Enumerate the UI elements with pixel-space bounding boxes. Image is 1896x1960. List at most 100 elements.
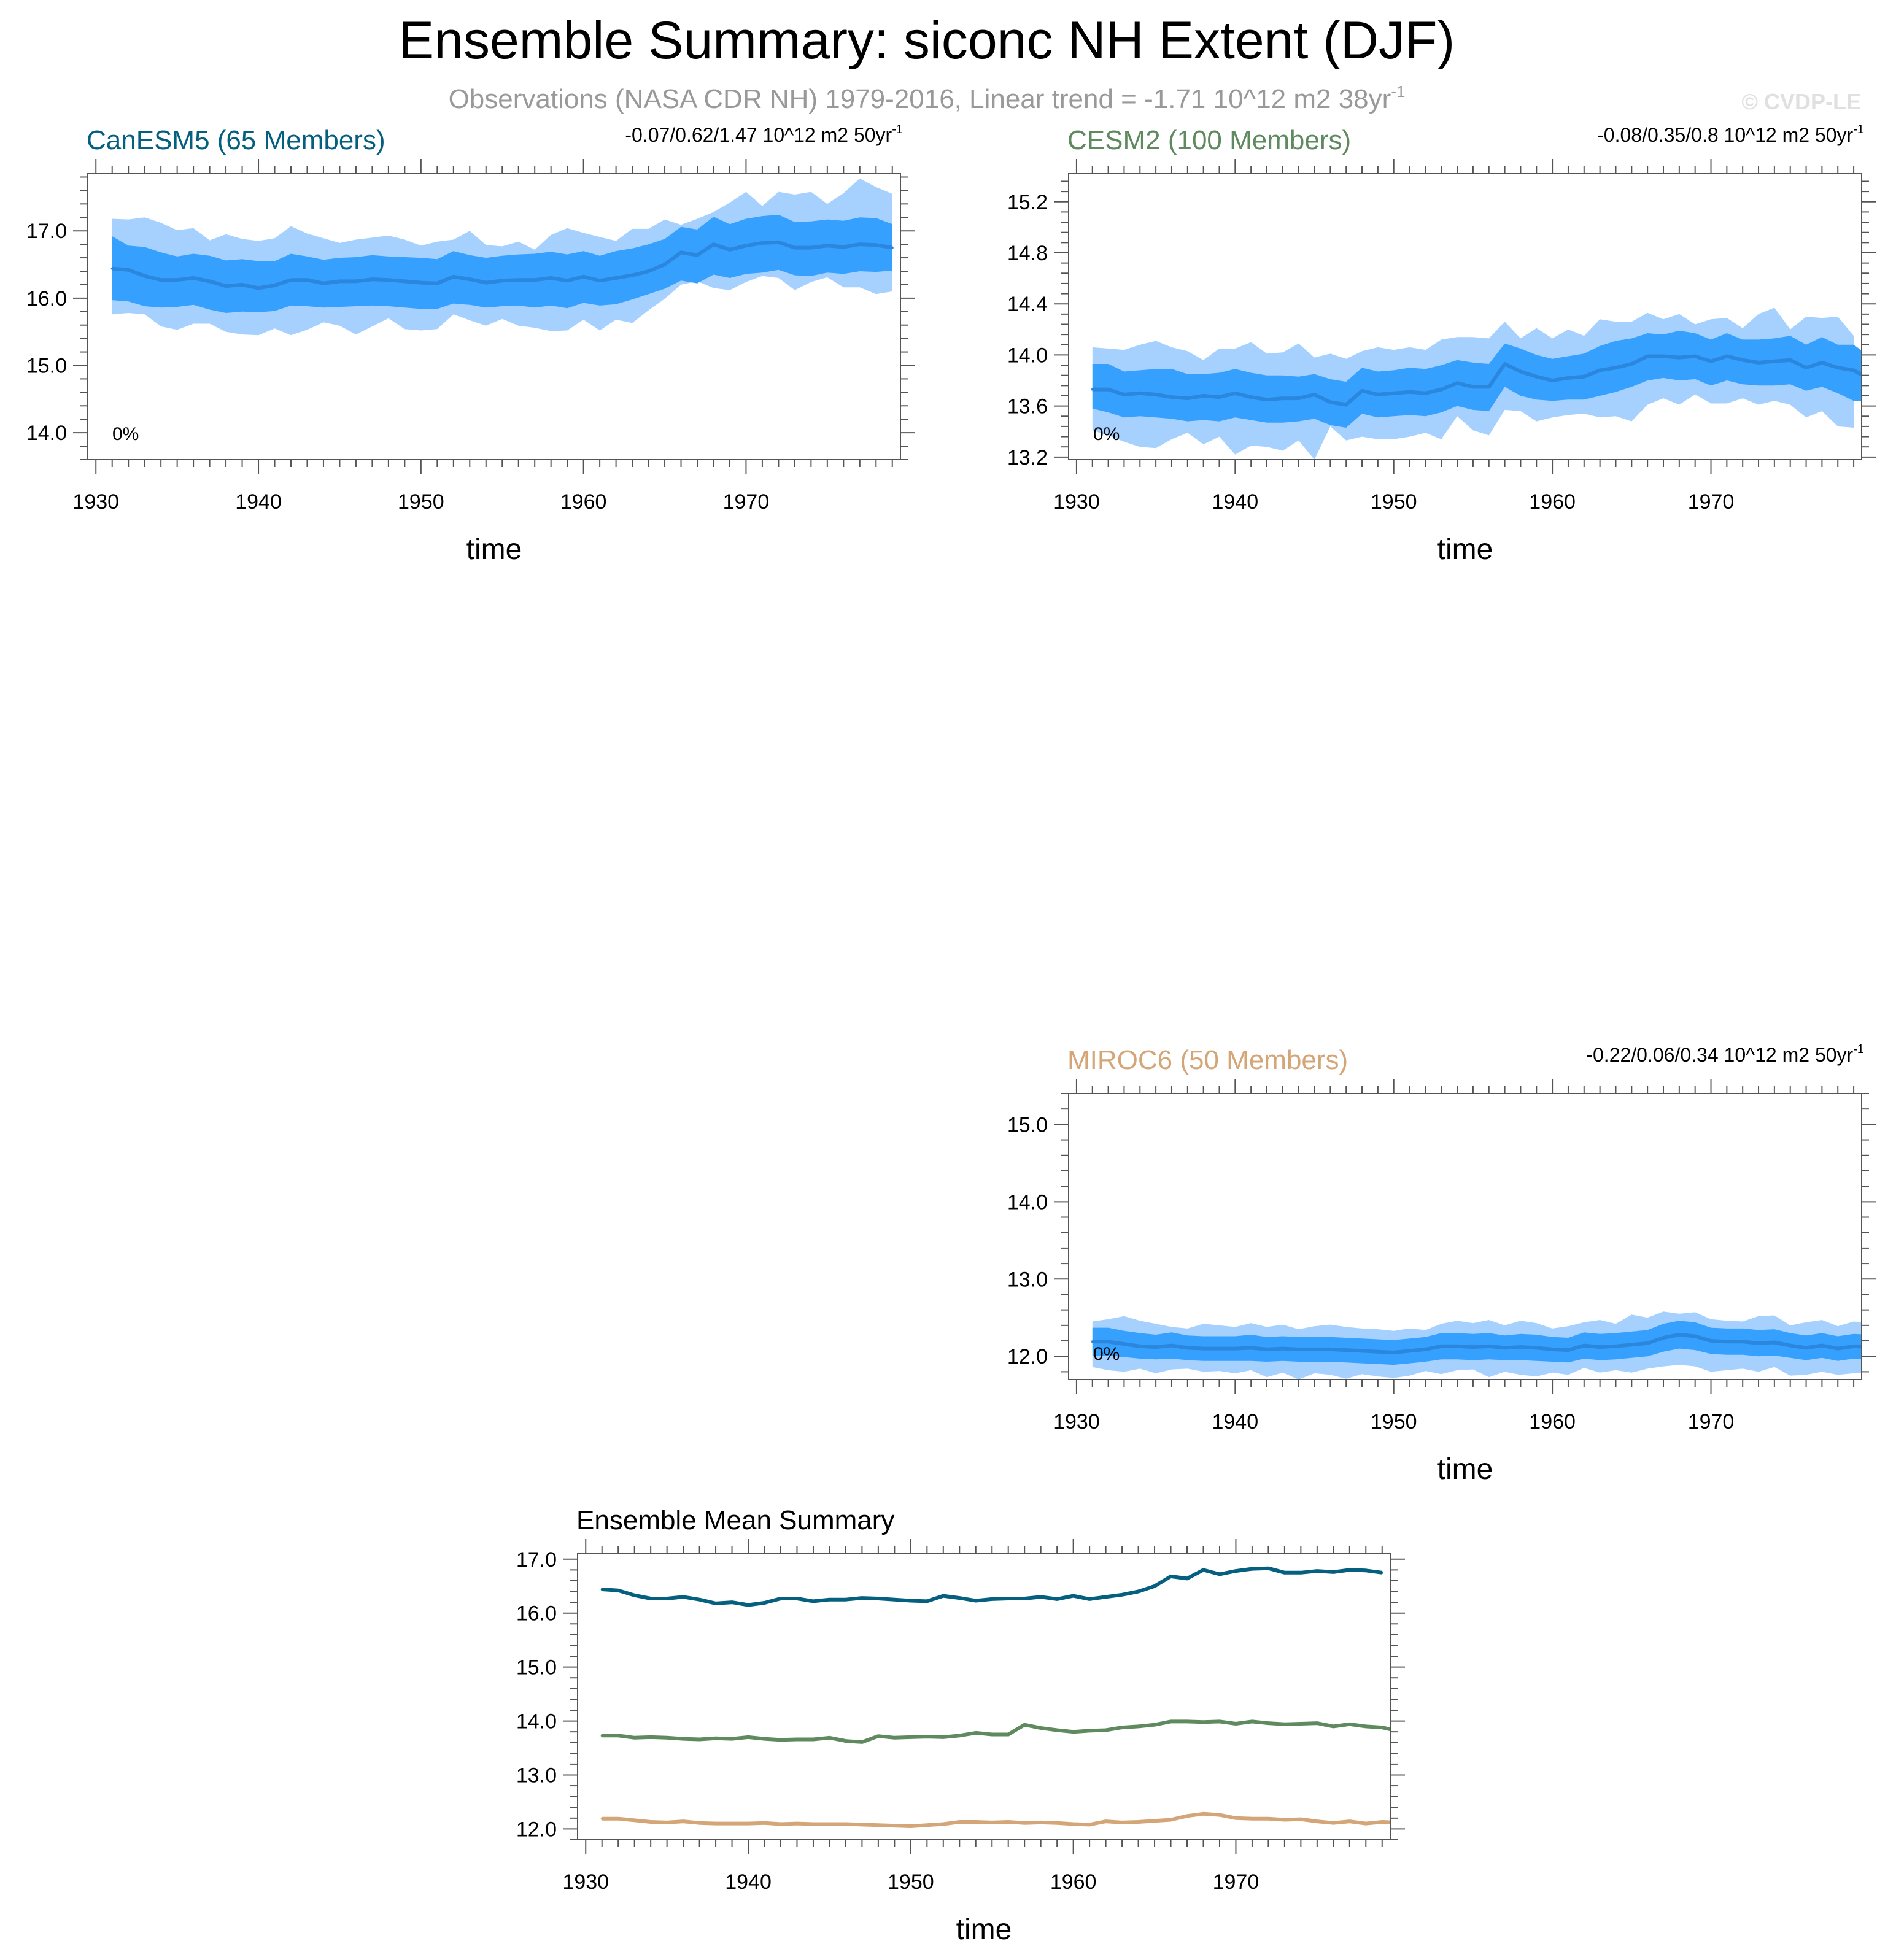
series-point-cesm2 [1137, 1725, 1140, 1728]
panel-title: CESM2 (100 Members) [1067, 125, 1351, 155]
mean-point [160, 279, 163, 282]
series-point-miroc6 [1169, 1818, 1172, 1821]
mean-point [760, 241, 764, 244]
mean-point [598, 279, 602, 282]
series-point-miroc6 [730, 1822, 733, 1825]
series-point-canesm5 [893, 1598, 896, 1601]
mean-point [712, 243, 715, 246]
percent-label: 0% [1093, 424, 1120, 444]
mean-point [1345, 1349, 1348, 1352]
series-point-miroc6 [633, 1819, 636, 1822]
series-point-miroc6 [1056, 1821, 1059, 1824]
series-point-miroc6 [1315, 1820, 1318, 1823]
series-point-canesm5 [1332, 1570, 1335, 1573]
mean-point [436, 282, 439, 285]
mean-point [1646, 1341, 1649, 1345]
mean-point [1535, 375, 1538, 378]
mean-point [1155, 1346, 1158, 1349]
y-tick-label: 17.0 [26, 220, 67, 243]
percent-label: 0% [1093, 1344, 1120, 1364]
series-point-miroc6 [1397, 1821, 1399, 1824]
mean-point [842, 245, 845, 249]
series-point-cesm2 [747, 1735, 749, 1738]
mean-point [354, 280, 357, 283]
y-tick-label: 14.0 [1007, 1190, 1048, 1214]
y-tick-label: 15.2 [1007, 191, 1048, 214]
series-point-cesm2 [1153, 1723, 1156, 1726]
mean-point [1313, 393, 1316, 396]
mean-point [745, 244, 748, 247]
series-point-canesm5 [1348, 1568, 1351, 1572]
series-point-canesm5 [1023, 1597, 1026, 1600]
x-axis-label: time [956, 1913, 1012, 1946]
series-point-canesm5 [926, 1600, 929, 1603]
mean-point [1614, 1345, 1617, 1348]
mean-point [468, 278, 471, 281]
series-point-miroc6 [1283, 1818, 1286, 1821]
series-point-miroc6 [1267, 1817, 1270, 1820]
series-point-canesm5 [714, 1602, 718, 1605]
mean-point [1551, 379, 1554, 382]
series-point-cesm2 [1267, 1722, 1270, 1725]
mean-point [1821, 1344, 1824, 1347]
axis-ticks [1054, 159, 1876, 474]
y-tick-label: 14.8 [1007, 242, 1048, 265]
x-tick-label: 1950 [1371, 1410, 1417, 1433]
mean-point [1266, 398, 1268, 401]
series-point-cesm2 [633, 1736, 636, 1739]
series-point-cesm2 [942, 1735, 945, 1738]
trend-label-text: -0.08/0.35/0.8 10^12 m2 50yr [1597, 124, 1853, 146]
series-point-cesm2 [876, 1735, 880, 1738]
series-point-miroc6 [698, 1821, 701, 1824]
x-tick-label: 1950 [888, 1870, 934, 1894]
series-point-miroc6 [974, 1821, 977, 1823]
series-point-cesm2 [1104, 1729, 1107, 1732]
series-point-miroc6 [714, 1822, 718, 1825]
series-point-cesm2 [600, 1734, 603, 1737]
mean-point [826, 244, 829, 247]
series-point-cesm2 [1348, 1723, 1351, 1726]
series-point-miroc6 [780, 1823, 782, 1826]
x-tick-label: 1950 [398, 490, 444, 514]
series-point-miroc6 [1380, 1821, 1383, 1823]
mean-point [696, 253, 698, 257]
mean-point [225, 285, 228, 288]
mean-point [1218, 396, 1221, 399]
mean-point [1614, 366, 1617, 369]
x-axis-label: time [1437, 533, 1493, 566]
x-tick-label: 1970 [1213, 1870, 1259, 1894]
series-point-cesm2 [1218, 1720, 1221, 1723]
mean-point [875, 244, 878, 247]
mean-point [1805, 1346, 1808, 1349]
mean-point [1868, 378, 1871, 380]
x-tick-label: 1930 [562, 1870, 609, 1894]
series-point-miroc6 [926, 1824, 929, 1827]
mean-point [1789, 358, 1792, 361]
mean-point [1567, 1349, 1569, 1352]
series-point-canesm5 [909, 1599, 912, 1602]
series-point-cesm2 [1039, 1727, 1042, 1729]
axis-ticks [1054, 1079, 1876, 1394]
series-line-cesm2 [602, 1719, 1390, 1744]
axis-ticks [563, 1539, 1405, 1854]
mean-point [403, 280, 406, 283]
mean-point [1202, 1347, 1205, 1350]
watermark: © CVDP-LE [1741, 89, 1861, 114]
trend-label: -0.07/0.62/1.47 10^12 m2 50yr-1 [625, 123, 903, 146]
panel-miroc6: MIROC6 (50 Members) -0.22/0.06/0.34 10^12… [1007, 1043, 1876, 1486]
series-point-cesm2 [1299, 1723, 1302, 1725]
series-point-miroc6 [1039, 1821, 1042, 1824]
mean-point [1408, 1349, 1411, 1352]
mean-point [273, 284, 276, 287]
series-point-cesm2 [795, 1738, 799, 1741]
mean-point [1091, 388, 1094, 391]
mean-point [1519, 370, 1522, 373]
series-point-cesm2 [1202, 1721, 1205, 1724]
mean-point [1250, 1346, 1253, 1349]
mean-point [1487, 1345, 1490, 1348]
y-tick-label: 15.0 [516, 1656, 557, 1680]
y-tick-label: 13.0 [1007, 1268, 1048, 1291]
series-point-canesm5 [942, 1594, 945, 1597]
mean-point [419, 281, 422, 284]
mean-point [1123, 1343, 1126, 1346]
